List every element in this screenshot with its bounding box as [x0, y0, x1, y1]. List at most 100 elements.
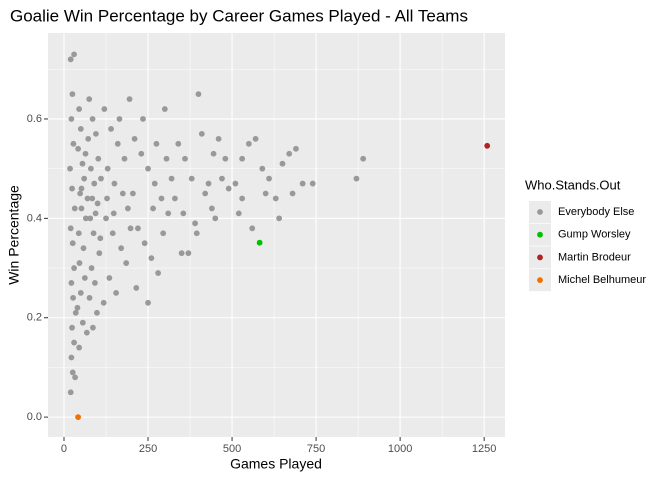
point [353, 175, 360, 182]
point [151, 180, 158, 187]
point [116, 116, 123, 122]
point [88, 265, 95, 271]
point [72, 309, 79, 316]
point [195, 91, 202, 98]
legend-marker [537, 231, 543, 238]
panel [48, 33, 505, 437]
point [484, 142, 491, 149]
point [145, 165, 151, 172]
point [67, 56, 74, 63]
point [87, 165, 94, 172]
point [69, 324, 75, 331]
point [205, 180, 212, 187]
point [67, 389, 74, 396]
point [114, 140, 121, 147]
point [104, 165, 111, 172]
point [168, 175, 175, 182]
point [69, 240, 76, 247]
point [123, 260, 130, 266]
point [135, 225, 141, 232]
point [70, 140, 77, 147]
point [97, 235, 104, 242]
point [188, 175, 195, 182]
legend: Everybody Else Gump Worsley Martin Brodeur… [529, 201, 646, 292]
point [109, 230, 116, 237]
legend-marker [537, 209, 543, 215]
point [198, 130, 205, 137]
point [81, 175, 88, 182]
point [279, 160, 286, 167]
point [77, 126, 84, 132]
point [165, 210, 172, 217]
point [95, 155, 102, 162]
point [178, 250, 185, 257]
point [68, 280, 75, 286]
point [245, 140, 252, 147]
point [70, 294, 76, 301]
y-tick-label: 0.4 [27, 212, 42, 224]
point [111, 180, 118, 187]
point [113, 289, 119, 296]
point [82, 215, 89, 222]
point [360, 155, 367, 162]
point [94, 200, 101, 207]
y-tick-label: 0.0 [27, 411, 42, 423]
point [309, 180, 316, 187]
point [87, 215, 94, 222]
x-axis-label: Games Played [230, 456, 322, 472]
x-tick-label: 750 [307, 443, 325, 455]
point [79, 319, 86, 326]
point [293, 145, 299, 152]
point [150, 205, 156, 212]
point [77, 190, 84, 197]
point [78, 185, 85, 192]
point [239, 155, 246, 162]
point [85, 135, 92, 142]
point [100, 299, 107, 306]
point [215, 135, 222, 142]
chart-title: Goalie Win Percentage by Career Games Pl… [10, 6, 468, 25]
point [104, 195, 110, 202]
legend-label: Gump Worsley [558, 229, 631, 241]
x-tick-label: 500 [223, 443, 241, 455]
point [175, 140, 182, 147]
point [155, 270, 162, 276]
point [79, 160, 86, 167]
point [172, 195, 178, 202]
point [141, 240, 148, 247]
point [235, 210, 242, 217]
legend-marker [537, 254, 543, 261]
point [80, 245, 87, 252]
point [68, 354, 75, 361]
legend-marker [537, 277, 543, 283]
point [161, 106, 168, 112]
point [96, 250, 103, 257]
point [93, 130, 99, 137]
point [153, 140, 160, 147]
point [276, 215, 283, 222]
y-tick-label: 0.2 [27, 312, 42, 324]
point [193, 230, 200, 237]
point [76, 106, 83, 112]
point [69, 91, 76, 98]
point [210, 150, 217, 157]
point [75, 145, 82, 152]
point [106, 275, 113, 281]
point [69, 185, 75, 192]
point [89, 195, 96, 202]
point [103, 215, 109, 222]
point [81, 275, 88, 281]
point [92, 210, 99, 217]
point [108, 126, 114, 132]
point [202, 190, 209, 197]
point [101, 106, 108, 112]
point [84, 195, 91, 202]
point [69, 369, 76, 376]
point [77, 289, 84, 296]
x-tick-label: 250 [139, 443, 157, 455]
point [232, 180, 239, 187]
point [148, 255, 155, 262]
point [249, 225, 256, 232]
point [163, 155, 170, 162]
